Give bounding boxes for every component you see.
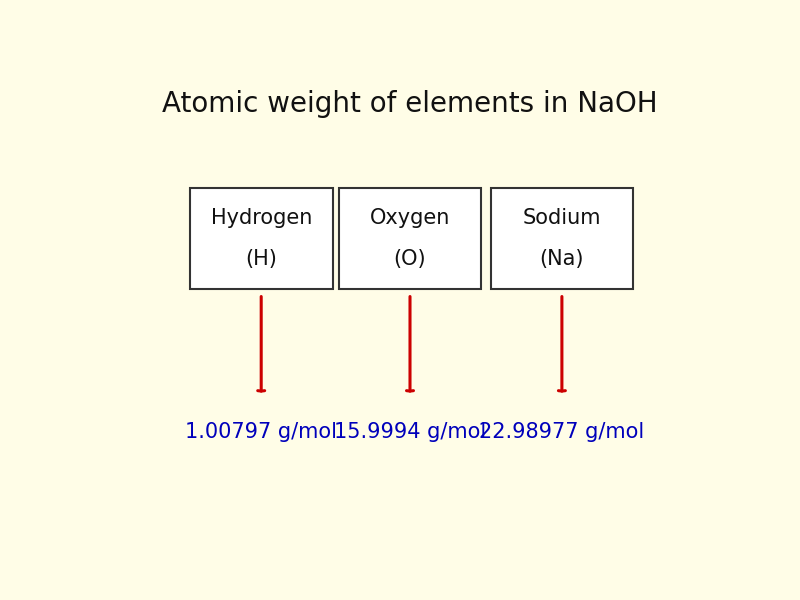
Text: 15.9994 g/mol: 15.9994 g/mol [334,422,486,442]
Text: Oxygen: Oxygen [370,208,450,228]
Text: (O): (O) [394,248,426,269]
Text: Hydrogen: Hydrogen [210,208,312,228]
Text: 22.98977 g/mol: 22.98977 g/mol [479,422,645,442]
Bar [338,187,482,289]
Bar [490,187,634,289]
Text: (H): (H) [246,248,277,269]
Text: 1.00797 g/mol: 1.00797 g/mol [186,422,338,442]
Bar [190,187,333,289]
Text: Sodium: Sodium [522,208,601,228]
Text: Atomic weight of elements in NaOH: Atomic weight of elements in NaOH [162,91,658,118]
Text: (Na): (Na) [540,248,584,269]
